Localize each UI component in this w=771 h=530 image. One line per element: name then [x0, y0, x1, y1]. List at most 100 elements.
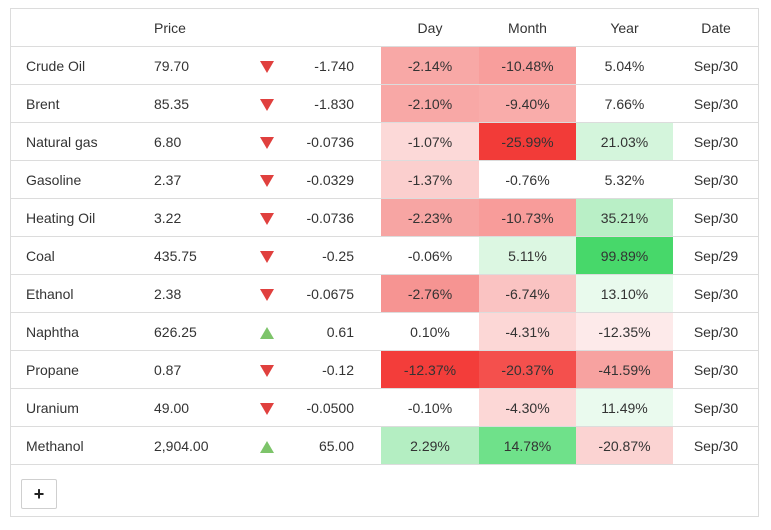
date-cell: Sep/30: [673, 198, 759, 237]
month-change-cell: -4.30%: [479, 388, 576, 427]
commodity-name-link[interactable]: Heating Oil: [11, 198, 141, 237]
table-row[interactable]: Natural gas 6.80 -0.0736 -1.07% -25.99% 21.03…: [11, 122, 759, 161]
month-change-cell: 5.11%: [479, 236, 576, 275]
price-cell: 3.22: [141, 198, 238, 237]
header-day[interactable]: Day: [381, 9, 479, 47]
price-cell: 2.38: [141, 274, 238, 313]
arrow-down-icon: [259, 60, 274, 73]
change-cell: -0.0500: [295, 388, 381, 427]
month-change-cell: -4.31%: [479, 312, 576, 351]
change-cell: 65.00: [295, 426, 381, 465]
day-change-cell: -0.06%: [381, 236, 479, 275]
header-year[interactable]: Year: [576, 9, 673, 47]
table-body: Crude Oil 79.70 -1.740 -2.14% -10.48% 5.04% Se…: [11, 46, 759, 465]
month-change-cell: -10.73%: [479, 198, 576, 237]
commodity-name-link[interactable]: Natural gas: [11, 122, 141, 161]
change-cell: -1.740: [295, 46, 381, 85]
table-row[interactable]: Propane 0.87 -0.12 -12.37% -20.37% -41.59% Sep…: [11, 350, 759, 389]
day-change-cell: -2.76%: [381, 274, 479, 313]
commodity-name-link[interactable]: Ethanol: [11, 274, 141, 313]
arrow-up-icon: [259, 440, 274, 453]
month-change-cell: -6.74%: [479, 274, 576, 313]
day-change-cell: -2.14%: [381, 46, 479, 85]
date-cell: Sep/30: [673, 160, 759, 199]
commodity-name-link[interactable]: Coal: [11, 236, 141, 275]
commodity-name-link[interactable]: Naphtha: [11, 312, 141, 351]
add-row-button[interactable]: +: [21, 479, 57, 509]
change-cell: 0.61: [295, 312, 381, 351]
price-cell: 2.37: [141, 160, 238, 199]
price-cell: 2,904.00: [141, 426, 238, 465]
change-cell: -0.0675: [295, 274, 381, 313]
commodity-name-link[interactable]: Gasoline: [11, 160, 141, 199]
table-row[interactable]: Coal 435.75 -0.25 -0.06% 5.11% 99.89% Sep/29: [11, 236, 759, 275]
arrow-down-icon: [259, 288, 274, 301]
table-row[interactable]: Gasoline 2.37 -0.0329 -1.37% -0.76% 5.32% Sep/…: [11, 160, 759, 199]
month-change-cell: -0.76%: [479, 160, 576, 199]
table-row[interactable]: Heating Oil 3.22 -0.0736 -2.23% -10.73% 35.21…: [11, 198, 759, 237]
date-cell: Sep/30: [673, 388, 759, 427]
year-change-cell: -12.35%: [576, 312, 673, 351]
year-change-cell: -20.87%: [576, 426, 673, 465]
year-change-cell: 11.49%: [576, 388, 673, 427]
day-change-cell: 0.10%: [381, 312, 479, 351]
table-row[interactable]: Uranium 49.00 -0.0500 -0.10% -4.30% 11.49% Sep…: [11, 388, 759, 427]
table-row[interactable]: Naphtha 626.25 0.61 0.10% -4.31% -12.35% Sep/3…: [11, 312, 759, 351]
direction-cell: [238, 312, 295, 351]
arrow-up-icon: [259, 326, 274, 339]
price-cell: 6.80: [141, 122, 238, 161]
date-cell: Sep/30: [673, 84, 759, 123]
arrow-down-icon: [259, 402, 274, 415]
month-change-cell: 14.78%: [479, 426, 576, 465]
change-cell: -0.0736: [295, 198, 381, 237]
year-change-cell: 5.04%: [576, 46, 673, 85]
arrow-down-icon: [259, 364, 274, 377]
table-row[interactable]: Methanol 2,904.00 65.00 2.29% 14.78% -20.87% S…: [11, 426, 759, 465]
header-name: [11, 9, 141, 47]
direction-cell: [238, 274, 295, 313]
price-cell: 626.25: [141, 312, 238, 351]
price-cell: 85.35: [141, 84, 238, 123]
commodity-name-link[interactable]: Methanol: [11, 426, 141, 465]
table-header-row: Price Day Month Year Date: [11, 9, 759, 47]
table-row[interactable]: Brent 85.35 -1.830 -2.10% -9.40% 7.66% Sep/30: [11, 84, 759, 123]
commodity-name-link[interactable]: Propane: [11, 350, 141, 389]
header-month[interactable]: Month: [479, 9, 576, 47]
date-cell: Sep/30: [673, 46, 759, 85]
day-change-cell: -2.10%: [381, 84, 479, 123]
day-change-cell: -12.37%: [381, 350, 479, 389]
table-row[interactable]: Ethanol 2.38 -0.0675 -2.76% -6.74% 13.10% Sep/…: [11, 274, 759, 313]
commodity-name-link[interactable]: Brent: [11, 84, 141, 123]
direction-cell: [238, 122, 295, 161]
commodity-name-link[interactable]: Uranium: [11, 388, 141, 427]
year-change-cell: 21.03%: [576, 122, 673, 161]
date-cell: Sep/30: [673, 426, 759, 465]
year-change-cell: 99.89%: [576, 236, 673, 275]
arrow-down-icon: [259, 98, 274, 111]
direction-cell: [238, 426, 295, 465]
table-row[interactable]: Crude Oil 79.70 -1.740 -2.14% -10.48% 5.04% Se…: [11, 46, 759, 85]
day-change-cell: -2.23%: [381, 198, 479, 237]
month-change-cell: -10.48%: [479, 46, 576, 85]
year-change-cell: 13.10%: [576, 274, 673, 313]
day-change-cell: -0.10%: [381, 388, 479, 427]
commodity-name-link[interactable]: Crude Oil: [11, 46, 141, 85]
price-cell: 79.70: [141, 46, 238, 85]
arrow-down-icon: [259, 136, 274, 149]
year-change-cell: -41.59%: [576, 350, 673, 389]
header-price[interactable]: Price: [141, 9, 238, 47]
change-cell: -0.12: [295, 350, 381, 389]
date-cell: Sep/30: [673, 312, 759, 351]
header-change: [295, 9, 381, 47]
direction-cell: [238, 84, 295, 123]
change-cell: -0.0329: [295, 160, 381, 199]
direction-cell: [238, 388, 295, 427]
change-cell: -0.25: [295, 236, 381, 275]
year-change-cell: 7.66%: [576, 84, 673, 123]
month-change-cell: -20.37%: [479, 350, 576, 389]
day-change-cell: 2.29%: [381, 426, 479, 465]
header-date[interactable]: Date: [673, 9, 759, 47]
direction-cell: [238, 160, 295, 199]
commodities-table: Price Day Month Year Date Crude Oil 79.70…: [11, 9, 759, 465]
arrow-down-icon: [259, 174, 274, 187]
